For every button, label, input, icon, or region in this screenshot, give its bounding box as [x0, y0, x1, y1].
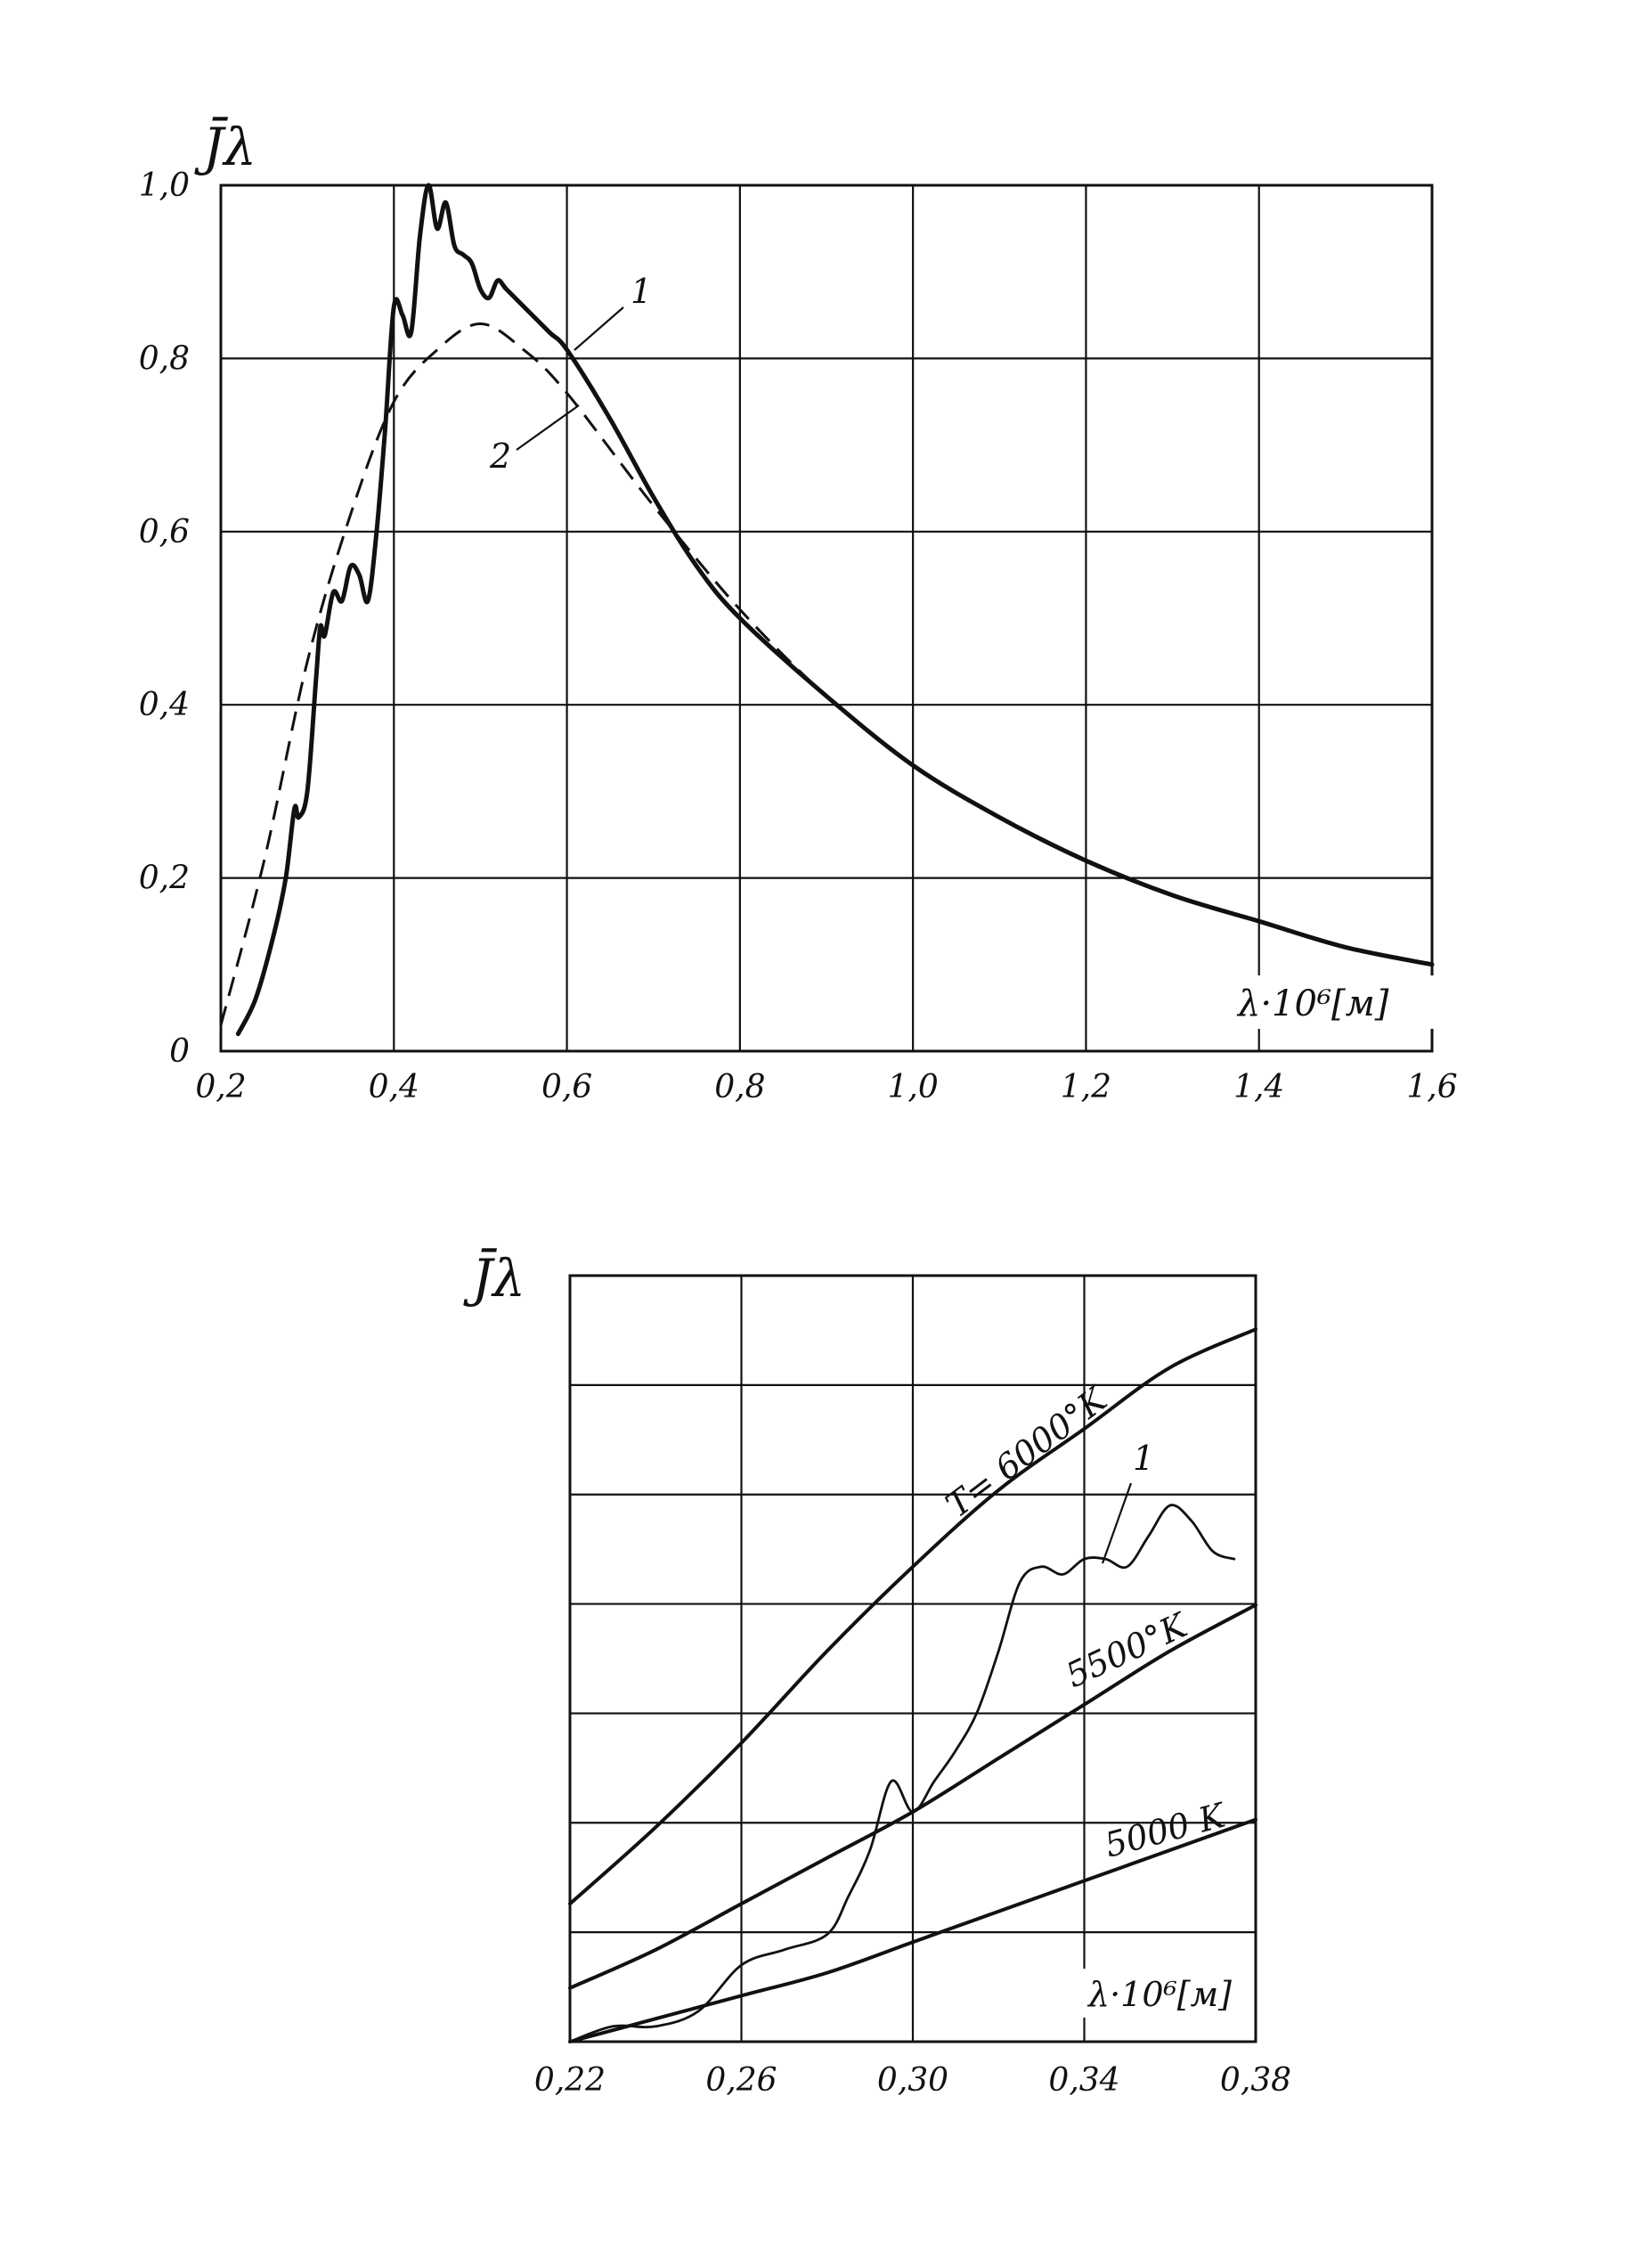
x-tick-label: 0,2: [195, 1069, 246, 1105]
series-group: [568, 1327, 1257, 2043]
chart-spectral-intensity-top: 0,2 0,4 0,6 0,8 1,0 1,2 1,4 1,6 00,20,40,60,81,…: [139, 116, 1458, 1105]
x-tick-label: 0,22: [534, 2062, 606, 2099]
series-group: [219, 183, 1435, 1037]
annotation-2: 2: [489, 404, 580, 476]
x-tick-label: 1,6: [1406, 1069, 1457, 1105]
annotation-label-2: 2: [489, 436, 511, 476]
x-tick-label: 1,0: [888, 1069, 939, 1105]
gridlines: [219, 184, 1434, 1053]
x-tick-label: 0,30: [877, 2062, 948, 2099]
y-tick-labels: 0 0,2 0,4 0,6 0,8 1,0: [139, 167, 190, 1070]
y-axis-label: J̄λ: [194, 116, 256, 177]
x-tick-labels: 0,22 0,26 0,30 0,34 0,38: [534, 2062, 1291, 2099]
y-tick-label: 0,2: [139, 860, 190, 897]
annotation-1: 1: [574, 272, 652, 351]
series-line-5000-K: [568, 1817, 1257, 2043]
annotation-1: 1: [1101, 1439, 1154, 1564]
x-tick-labels: 0,2 0,4 0,6 0,8 1,0 1,2 1,4 1,6: [195, 1069, 1457, 1105]
leader-line-1: [1101, 1482, 1133, 1564]
chart-spectral-intensity-uv: 0,22 0,26 0,30 0,34 0,38 J̄λ λ·10⁶[м] T= 600…: [463, 1247, 1291, 2099]
y-tick-label: 0,4: [139, 687, 190, 723]
x-tick-label: 0,38: [1220, 2062, 1291, 2099]
y-tick-label: 0,8: [139, 340, 190, 377]
series-label-6000k: T= 6000°K: [939, 1378, 1116, 1525]
x-tick-label: 0,34: [1048, 2062, 1119, 2099]
x-tick-label: 1,4: [1233, 1069, 1284, 1105]
series-line-2: [219, 322, 1433, 1026]
series-line-1: [568, 1504, 1236, 2043]
annotation-label-1: 1: [631, 272, 652, 311]
x-axis-label: λ·10⁶[м]: [1236, 983, 1389, 1024]
series-label-5000k: 5000 K: [1101, 1795, 1231, 1865]
y-tick-label: 0,6: [139, 514, 190, 551]
y-axis-label: J̄λ: [463, 1247, 525, 1309]
x-tick-label: 0,26: [705, 2062, 777, 2099]
series-line-T-6000-K: [568, 1327, 1257, 1906]
annotation-label-1: 1: [1133, 1439, 1154, 1478]
series-line-1: [235, 183, 1435, 1037]
x-label-backdrop: [1229, 975, 1434, 1029]
x-label-backdrop: [1078, 1969, 1251, 2018]
y-tick-label: 1,0: [139, 167, 190, 204]
x-tick-label: 1,2: [1061, 1069, 1111, 1105]
leader-line-2: [516, 404, 580, 451]
leader-line-1: [574, 306, 624, 351]
x-tick-label: 0,8: [714, 1069, 765, 1105]
y-tick-label: 0: [169, 1033, 190, 1070]
x-axis-label: λ·10⁶[м]: [1086, 1975, 1232, 2014]
x-tick-label: 0,4: [369, 1069, 419, 1105]
x-tick-label: 0,6: [541, 1069, 592, 1105]
